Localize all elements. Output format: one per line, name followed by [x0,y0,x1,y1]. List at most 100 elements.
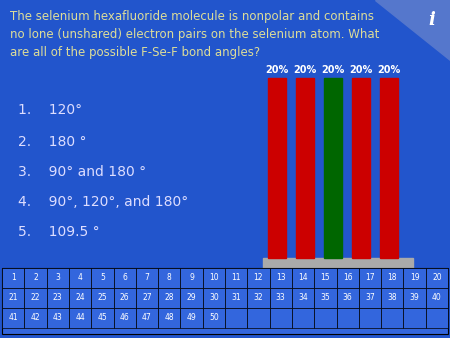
Bar [380,78,398,258]
Bar [337,268,359,288]
Text: 45: 45 [98,314,107,322]
Bar [69,288,91,308]
Bar [202,268,225,288]
Bar [113,308,136,328]
Bar [292,268,314,288]
Bar [270,288,292,308]
Bar [359,268,381,288]
Bar [2,308,24,328]
Text: 1.    120°: 1. 120° [18,103,82,117]
Bar [381,308,403,328]
Text: 11: 11 [231,273,241,283]
Text: 20%: 20% [266,65,288,75]
Bar [158,288,180,308]
Text: 10: 10 [209,273,219,283]
Text: 15: 15 [320,273,330,283]
Bar [296,78,314,258]
Text: 36: 36 [343,293,352,303]
Text: 25: 25 [98,293,107,303]
Bar [270,268,292,288]
Bar [403,288,426,308]
Bar [113,268,136,288]
Bar [24,288,47,308]
Bar [248,288,270,308]
Text: 29: 29 [187,293,196,303]
Text: 16: 16 [343,273,352,283]
Bar [381,268,403,288]
Text: 2: 2 [33,273,38,283]
Bar [136,308,158,328]
Bar [2,268,24,288]
Bar [47,268,69,288]
Text: 23: 23 [53,293,63,303]
Text: The selenium hexafluoride molecule is nonpolar and contains
no lone (unshared) e: The selenium hexafluoride molecule is no… [10,10,379,59]
Bar [268,78,286,258]
Bar [180,268,202,288]
Text: i: i [428,11,436,29]
Text: 40: 40 [432,293,442,303]
Text: 34: 34 [298,293,308,303]
Bar [314,268,337,288]
Text: 38: 38 [387,293,397,303]
Text: 50: 50 [209,314,219,322]
Text: 3.    90° and 180 °: 3. 90° and 180 ° [18,165,146,179]
Text: 3: 3 [55,273,60,283]
Bar [248,268,270,288]
Text: 6: 6 [122,273,127,283]
Bar [225,308,248,328]
Text: 22: 22 [31,293,40,303]
Text: 41: 41 [9,314,18,322]
Text: 33: 33 [276,293,286,303]
Text: 39: 39 [410,293,419,303]
Bar [381,288,403,308]
Text: 20%: 20% [321,65,345,75]
Text: 5: 5 [100,273,105,283]
Bar [359,308,381,328]
Bar [314,308,337,328]
Bar [225,268,248,288]
Text: 8: 8 [167,273,171,283]
Bar [2,268,448,334]
Bar [314,288,337,308]
Bar [403,308,426,328]
Bar [324,78,342,258]
Bar [24,268,47,288]
Bar [69,268,91,288]
Bar [136,288,158,308]
Bar [158,308,180,328]
Text: 17: 17 [365,273,375,283]
Bar [426,268,448,288]
Text: 20%: 20% [293,65,317,75]
Text: 37: 37 [365,293,375,303]
Text: 18: 18 [387,273,397,283]
Text: 46: 46 [120,314,130,322]
Bar [263,258,413,272]
Text: 9: 9 [189,273,194,283]
Bar [180,308,202,328]
Text: 20%: 20% [349,65,373,75]
Bar [426,308,448,328]
Text: 4: 4 [77,273,82,283]
Bar [270,308,292,328]
Bar [292,288,314,308]
Bar [337,308,359,328]
Text: 4.    90°, 120°, and 180°: 4. 90°, 120°, and 180° [18,195,188,209]
Bar [426,288,448,308]
Text: 12: 12 [254,273,263,283]
Text: 21: 21 [9,293,18,303]
Text: 35: 35 [320,293,330,303]
Text: 20: 20 [432,273,441,283]
Bar [158,268,180,288]
Bar [292,308,314,328]
Bar [136,268,158,288]
Bar [403,268,426,288]
Text: 28: 28 [165,293,174,303]
Text: 49: 49 [187,314,196,322]
Bar [24,308,47,328]
Bar [91,288,113,308]
Text: 1: 1 [11,273,15,283]
Bar [47,308,69,328]
Text: 27: 27 [142,293,152,303]
Text: 43: 43 [53,314,63,322]
Text: 47: 47 [142,314,152,322]
